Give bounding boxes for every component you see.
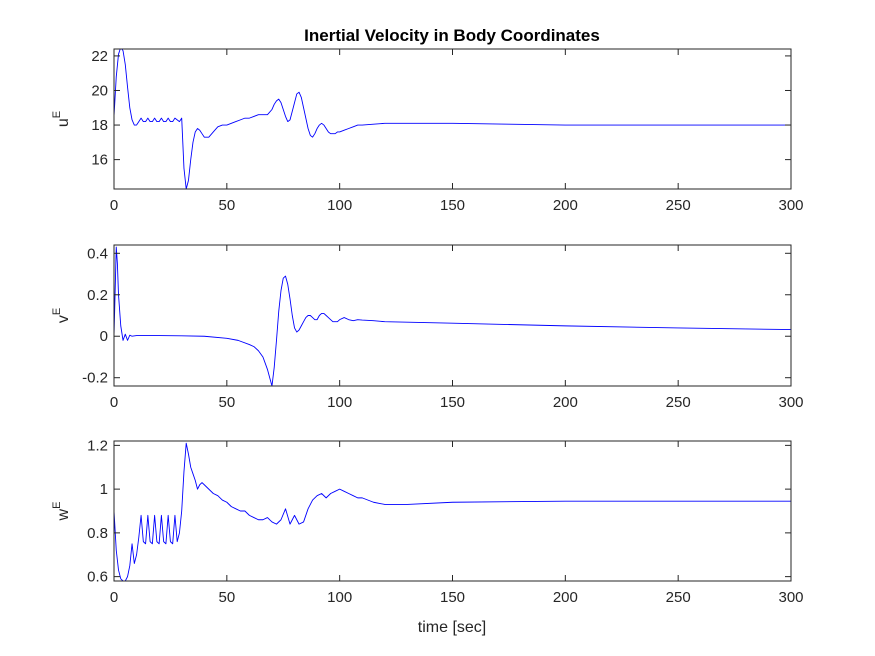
x-tick-label-w: 100 bbox=[327, 589, 352, 606]
subplot-w: 0 50 100 150 200 250 300 0.6 0.8 1 1.2 wE bbox=[51, 437, 804, 606]
x-tick-label-v: 250 bbox=[666, 394, 691, 411]
x-tick-label-v: 100 bbox=[327, 394, 352, 411]
y-axis-label-sup-w: E bbox=[51, 502, 63, 509]
x-tick-label-v: 50 bbox=[218, 394, 235, 411]
x-tick-label-u: 100 bbox=[327, 197, 352, 214]
y-axis-label-sup-v: E bbox=[51, 308, 63, 315]
plot-area-w bbox=[114, 441, 791, 581]
y-tick-label-u: 18 bbox=[91, 117, 108, 134]
x-tick-label-w: 150 bbox=[440, 589, 465, 606]
x-axis-label: time [sec] bbox=[418, 619, 486, 636]
x-tick-label-v: 300 bbox=[778, 394, 803, 411]
y-tick-label-v: 0 bbox=[100, 328, 108, 345]
x-tick-label-u: 0 bbox=[110, 197, 118, 214]
x-tick-label-w: 250 bbox=[666, 589, 691, 606]
axes-box-u bbox=[113, 48, 792, 190]
x-tick-label-u: 250 bbox=[666, 197, 691, 214]
y-axis-label-base-w: w bbox=[55, 508, 72, 521]
y-tick-label-u: 22 bbox=[91, 48, 108, 65]
y-tick-label-u: 20 bbox=[91, 82, 108, 99]
axes-box-w bbox=[113, 440, 792, 582]
y-axis-label-base-u: u bbox=[55, 118, 72, 127]
plot-area-v bbox=[114, 245, 791, 386]
subplot-u: 0 50 100 150 200 250 300 16 18 20 22 uE bbox=[51, 48, 804, 214]
x-tick-label-w: 50 bbox=[218, 589, 235, 606]
series-line-u bbox=[114, 49, 791, 189]
y-axis-label-sup-u: E bbox=[51, 111, 63, 118]
y-axis-label-base-v: v bbox=[55, 315, 72, 323]
y-tick-label-w: 0.8 bbox=[87, 525, 108, 542]
subplot-v: 0 50 100 150 200 250 300-0.200.20.4vE bbox=[51, 244, 804, 411]
y-tick-label-v: 0.2 bbox=[87, 287, 108, 304]
y-tick-label-w: 1.2 bbox=[87, 437, 108, 454]
x-tick-label-u: 50 bbox=[218, 197, 235, 214]
x-tick-label-w: 300 bbox=[778, 589, 803, 606]
x-tick-label-v: 150 bbox=[440, 394, 465, 411]
figure-title: Inertial Velocity in Body Coordinates bbox=[304, 26, 600, 45]
y-axis-label-v: vE bbox=[51, 308, 72, 323]
x-tick-label-v: 200 bbox=[553, 394, 578, 411]
series-line-v bbox=[114, 246, 791, 386]
x-tick-label-u: 150 bbox=[440, 197, 465, 214]
x-tick-label-u: 300 bbox=[778, 197, 803, 214]
series-line-w bbox=[114, 442, 791, 581]
x-tick-label-w: 200 bbox=[553, 589, 578, 606]
axes-box-v bbox=[113, 244, 792, 387]
y-tick-label-w: 1 bbox=[100, 481, 108, 498]
y-axis-label-u: uE bbox=[51, 111, 72, 127]
plot-area-u bbox=[114, 49, 791, 189]
x-tick-label-w: 0 bbox=[110, 589, 118, 606]
y-axis-label-w: wE bbox=[51, 502, 72, 522]
y-tick-label-v: -0.2 bbox=[82, 370, 108, 387]
x-tick-label-v: 0 bbox=[110, 394, 118, 411]
y-tick-label-w: 0.6 bbox=[87, 569, 108, 586]
y-tick-label-v: 0.4 bbox=[87, 245, 108, 262]
x-tick-label-u: 200 bbox=[553, 197, 578, 214]
y-tick-label-u: 16 bbox=[91, 152, 108, 169]
